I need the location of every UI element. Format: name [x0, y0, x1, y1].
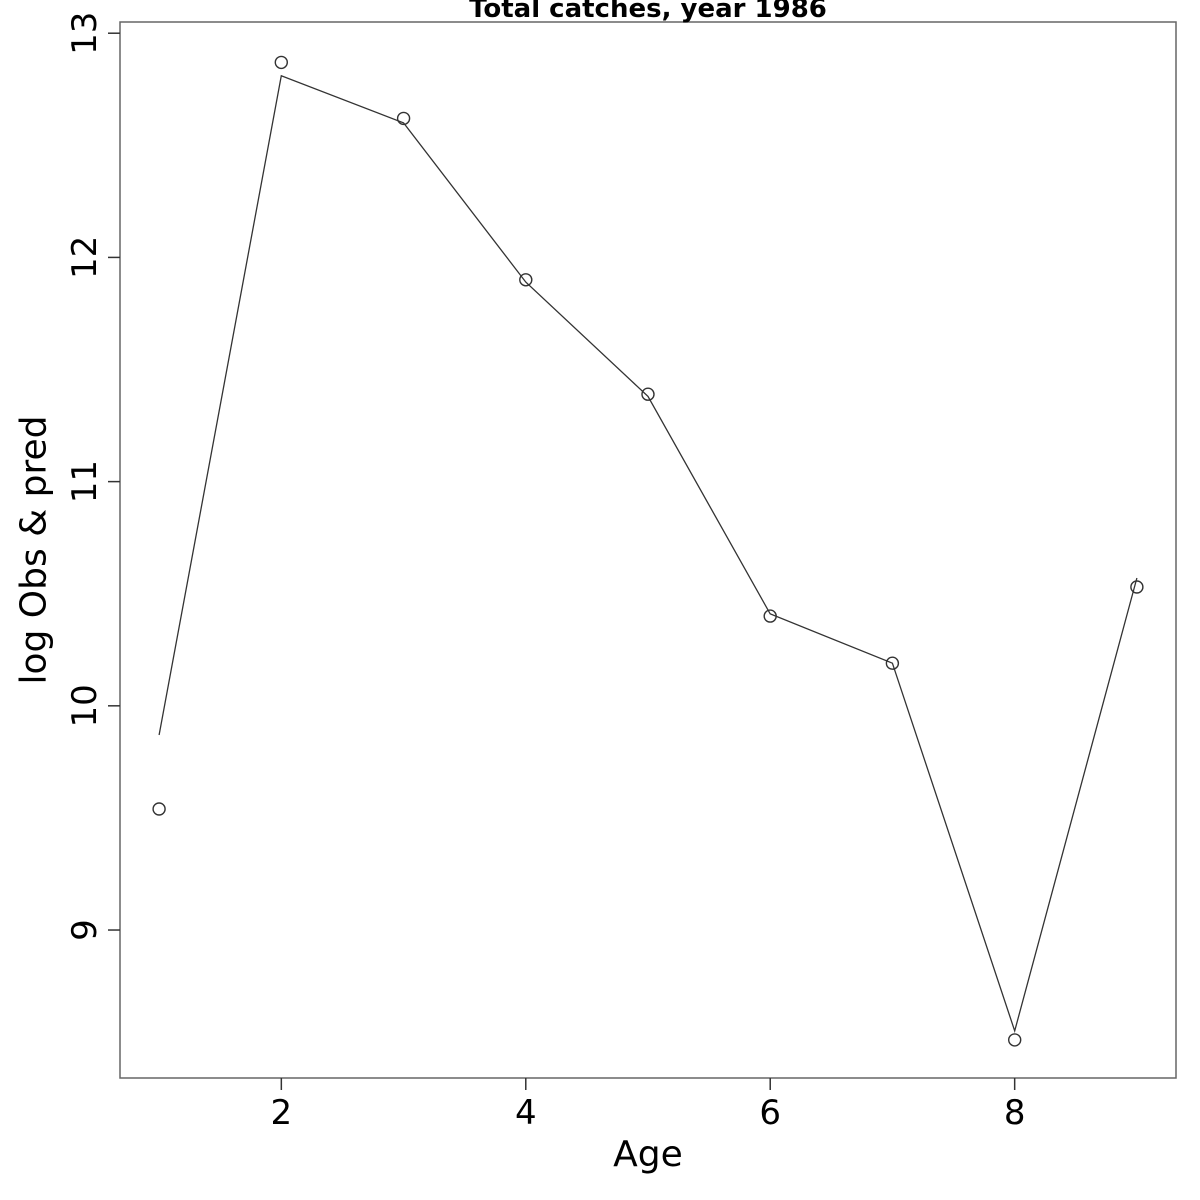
observed-points-marker	[396, 111, 411, 126]
observed-points-marker	[519, 273, 533, 287]
observed-points-marker	[1008, 1033, 1022, 1047]
y-tick-label: 11	[65, 460, 105, 503]
x-axis-label: Age	[613, 1134, 683, 1175]
y-tick-label: 9	[65, 919, 105, 941]
y-tick-label: 10	[65, 684, 105, 727]
observed-points-marker	[1130, 580, 1144, 594]
y-tick-label: 13	[65, 12, 105, 55]
observed-points-marker	[152, 802, 166, 816]
observed-points-marker	[885, 656, 900, 670]
plot-box	[119, 21, 1177, 1079]
predicted-line	[158, 74, 1138, 1034]
y-axis-label: log Obs & pred	[13, 415, 55, 685]
chart-title: Total catches, year 1986	[469, 0, 827, 24]
x-tick-label: 4	[515, 1093, 537, 1133]
y-tick-label: 12	[65, 236, 105, 279]
observed-points-marker	[763, 609, 777, 623]
observed-points-marker	[641, 387, 655, 401]
x-tick-label: 2	[271, 1093, 293, 1133]
x-tick-label: 8	[1004, 1093, 1026, 1133]
x-tick-label: 6	[759, 1093, 781, 1133]
observed-points-marker	[274, 55, 288, 70]
